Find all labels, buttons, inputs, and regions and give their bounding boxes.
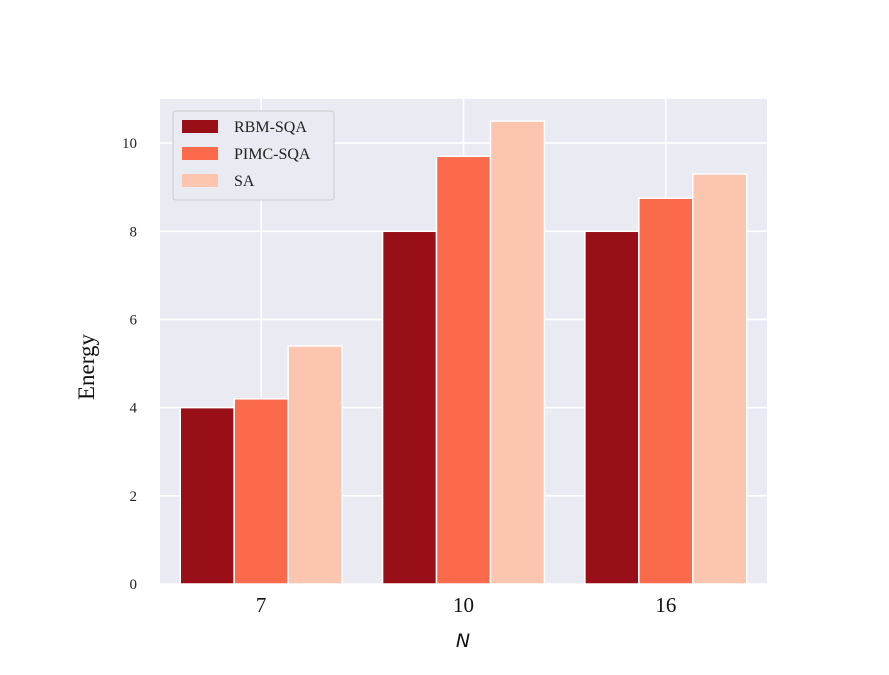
- bar-rbm-sqa-7: [179, 406, 235, 585]
- bar-pimc-sqa-10: [435, 155, 492, 585]
- y-tick-label: 8: [130, 224, 138, 240]
- legend: RBM-SQA PIMC-SQA SA: [172, 110, 335, 201]
- y-tick-label: 6: [130, 312, 138, 328]
- y-tick-label: 0: [130, 577, 138, 593]
- legend-label-rbm-sqa: RBM-SQA: [234, 119, 307, 136]
- y-tick-label: 2: [130, 489, 138, 505]
- y-tick-label: 10: [122, 136, 137, 152]
- y-axis-label: Energy: [74, 334, 99, 401]
- legend-label-sa: SA: [234, 173, 255, 190]
- x-axis-label: N: [456, 630, 470, 652]
- x-tick-labels: 7 10 16: [256, 593, 676, 617]
- legend-swatch-sa: [182, 174, 218, 187]
- legend-swatch-pimc-sqa: [182, 147, 218, 160]
- bar-pimc-sqa-16: [638, 197, 694, 585]
- y-tick-labels: 0 2 4 6 8 10: [122, 136, 138, 593]
- x-tick-label: 16: [655, 593, 676, 617]
- legend-swatch-rbm-sqa: [182, 120, 218, 133]
- bar-sa-10: [489, 120, 546, 585]
- bar-rbm-sqa-16: [584, 230, 640, 585]
- x-tick-label: 7: [256, 593, 267, 617]
- x-tick-label: 10: [453, 593, 474, 617]
- bar-sa-7: [287, 345, 343, 585]
- bar-pimc-sqa-7: [233, 398, 289, 585]
- bar-rbm-sqa-10: [381, 230, 438, 585]
- bars: [179, 120, 748, 585]
- legend-label-pimc-sqa: PIMC-SQA: [234, 146, 311, 163]
- y-tick-label: 4: [130, 401, 138, 417]
- bar-sa-16: [692, 173, 748, 585]
